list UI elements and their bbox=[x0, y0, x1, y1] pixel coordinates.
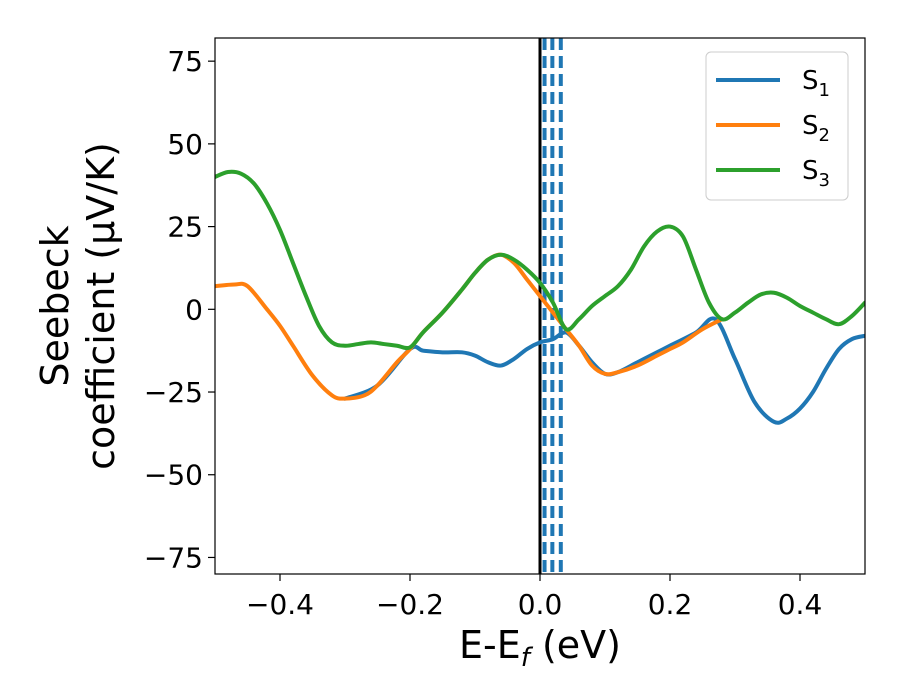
y-tick-label: 50 bbox=[167, 128, 203, 161]
x-axis-ticks: −0.4 −0.2 0.0 0.2 0.4 bbox=[246, 574, 822, 621]
x-tick-label: 0.2 bbox=[648, 588, 693, 621]
legend-label: S1 bbox=[802, 66, 830, 101]
legend: S1 S2 S3 bbox=[705, 51, 849, 201]
x-tick-label: −0.2 bbox=[376, 588, 444, 621]
x-tick-label: −0.4 bbox=[246, 588, 314, 621]
y-axis-ticks: 75 50 25 0 −25 −50 −75 bbox=[144, 45, 215, 574]
y-axis-label: Seebeck coefficient (μV/K) bbox=[33, 142, 123, 470]
legend-label: S2 bbox=[802, 111, 830, 146]
series-lines bbox=[215, 169, 865, 425]
y-tick-label: −75 bbox=[144, 541, 203, 574]
y-tick-label: −50 bbox=[144, 459, 203, 492]
x-tick-label: 0.4 bbox=[778, 588, 823, 621]
y-axis-label-line2: coefficient (μV/K) bbox=[79, 142, 123, 470]
y-axis-label-line1: Seebeck bbox=[33, 225, 77, 386]
y-tick-label: 25 bbox=[167, 211, 203, 244]
vertical-reference-lines bbox=[538, 38, 563, 574]
legend-label: S3 bbox=[802, 156, 830, 191]
x-axis-label: E-Ef (eV) bbox=[459, 623, 621, 673]
y-tick-label: −25 bbox=[144, 376, 203, 409]
y-tick-label: 75 bbox=[167, 45, 203, 78]
y-tick-label: 0 bbox=[185, 293, 203, 326]
x-tick-label: 0.0 bbox=[518, 588, 563, 621]
series-line-3 bbox=[215, 169, 865, 351]
